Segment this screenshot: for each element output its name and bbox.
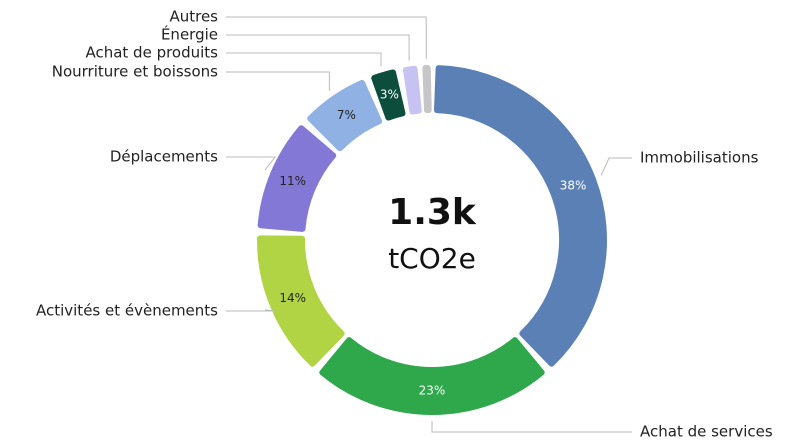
segment-label: 7% bbox=[337, 108, 356, 122]
donut-segment bbox=[307, 79, 383, 152]
donut-segment bbox=[257, 235, 345, 367]
leader-line bbox=[226, 156, 277, 171]
leader-line bbox=[226, 34, 410, 61]
leader-line bbox=[600, 157, 632, 176]
category-label: Activités et évènements bbox=[36, 302, 218, 320]
donut-segment bbox=[422, 65, 432, 114]
category-label: Immobilisations bbox=[640, 149, 759, 167]
segment-label: 38% bbox=[560, 179, 587, 193]
center-value: 1.3k bbox=[388, 192, 477, 233]
category-label: Achat de produits bbox=[85, 44, 218, 62]
donut-segment bbox=[257, 125, 337, 232]
leader-line bbox=[226, 16, 427, 60]
donut-segment bbox=[402, 65, 422, 115]
donut-segment bbox=[433, 65, 607, 367]
segment-label: 14% bbox=[279, 291, 306, 305]
leader-line bbox=[226, 52, 382, 67]
segment-label: 3% bbox=[380, 88, 399, 102]
center-unit: tCO2e bbox=[388, 242, 476, 275]
category-label: Autres bbox=[169, 8, 218, 26]
donut-segment bbox=[319, 337, 545, 415]
leader-line bbox=[226, 309, 276, 312]
leader-line bbox=[226, 71, 330, 91]
category-label: Nourriture et boissons bbox=[52, 63, 218, 81]
segment-label: 11% bbox=[279, 174, 306, 188]
category-label: Achat de services bbox=[640, 423, 773, 440]
segment-label: 23% bbox=[419, 384, 446, 398]
donut-segment bbox=[371, 69, 406, 121]
category-label: Énergie bbox=[161, 25, 218, 44]
category-label: Déplacements bbox=[110, 148, 218, 166]
leader-line bbox=[431, 421, 632, 433]
